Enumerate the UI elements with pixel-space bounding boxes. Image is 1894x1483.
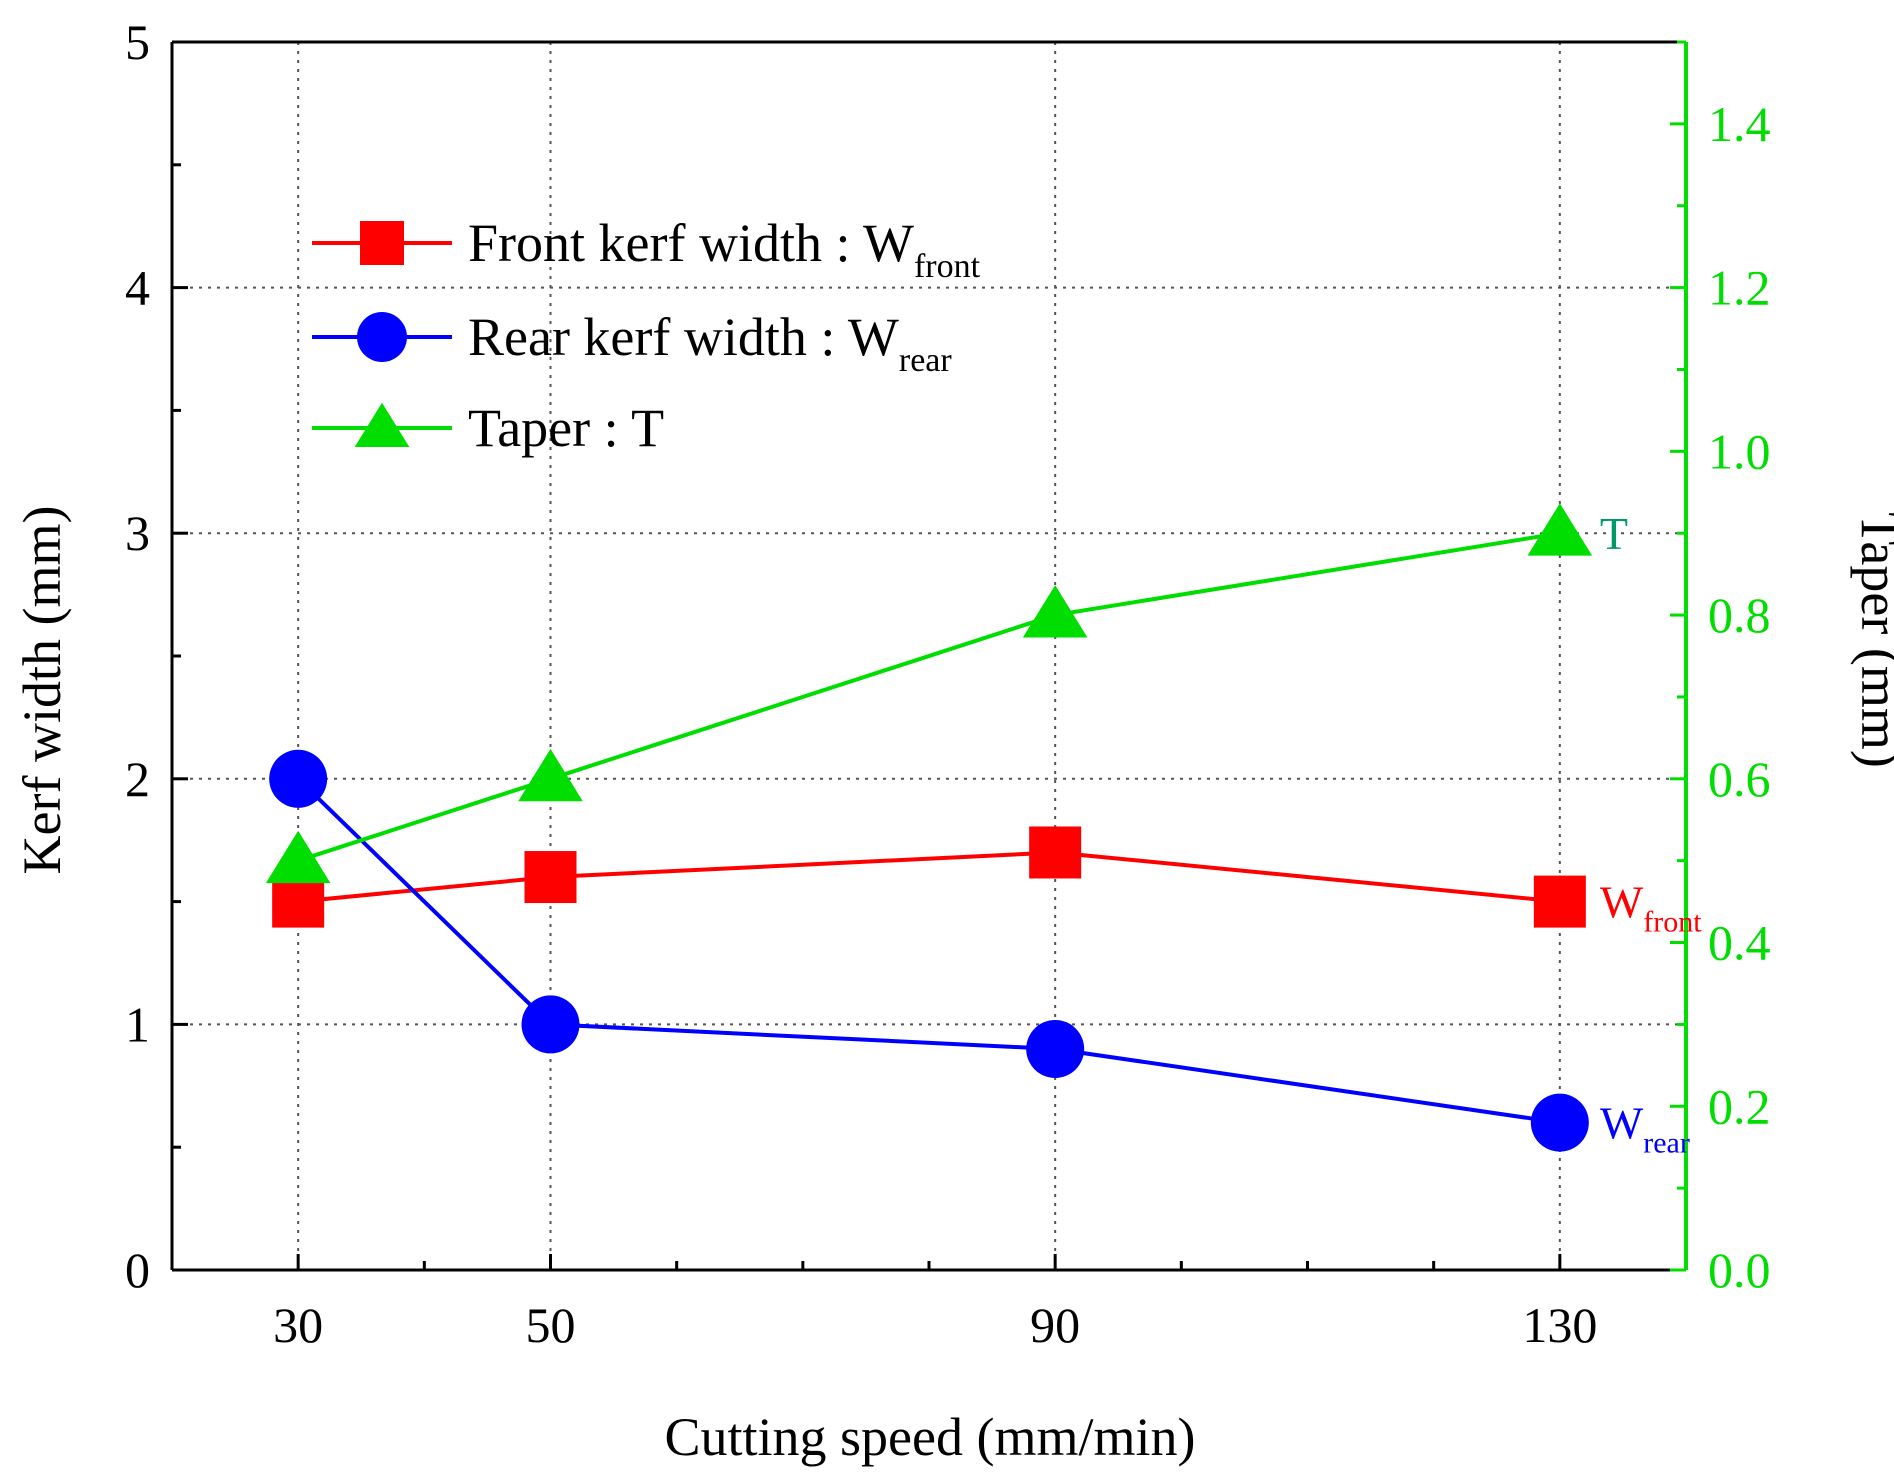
data-point-s2-2 (521, 995, 580, 1054)
series-line-1 (297, 850, 1561, 904)
data-point-s1-3 (1029, 826, 1082, 879)
series-end-label-sub-2: rear (1643, 1127, 1690, 1160)
y-left-tick-label: 4 (125, 260, 150, 316)
series-end-label-3: T (1600, 508, 1628, 559)
y-left-tick-label: 0 (125, 1242, 150, 1298)
y-axis-left-title: Kerf width (mm) (12, 506, 72, 875)
series-line-3 (297, 531, 1561, 863)
legend-label-2: Rear kerf width : Wrear (468, 307, 952, 379)
y-right-tick-label: 0.8 (1708, 587, 1771, 643)
y-right-tick-label: 1.2 (1708, 260, 1771, 316)
data-point-s3-2 (518, 748, 583, 802)
legend: Front kerf width : Wfront Rear kerf width… (312, 213, 981, 458)
legend-label-1: Front kerf width : Wfront (468, 213, 981, 285)
y-right-tick-label: 0.2 (1708, 1078, 1771, 1134)
y-left-tick-label: 2 (125, 751, 150, 807)
legend-label-sub-2: rear (899, 342, 953, 379)
data-point-s2-4 (1530, 1093, 1589, 1152)
x-tick-label: 130 (1522, 1297, 1597, 1353)
data-point-s2-1 (269, 749, 328, 808)
data-point-s3-4 (1527, 503, 1593, 556)
x-tick-label: 30 (273, 1297, 323, 1353)
ticks: 0 1 2 3 4 5 0.0 0.2 0.4 0.6 0.8 1.0 1.2 1.4 30 50 90 130 (125, 14, 1771, 1353)
y-left-tick-label: 3 (125, 505, 150, 561)
x-tick-label: 50 (526, 1297, 576, 1353)
series-end-label-sub-1: front (1643, 906, 1702, 939)
data-point-s1-1 (272, 875, 325, 928)
y-right-tick-label: 1.0 (1708, 423, 1771, 479)
grid (172, 42, 1686, 1270)
x-axis-title: Cutting speed (mm/min) (665, 1407, 1196, 1467)
y-axis-right-title: Taper (mm) (1850, 512, 1894, 768)
y-left-tick-label: 1 (125, 996, 150, 1052)
y-right-tick-label: 1.4 (1708, 96, 1771, 152)
y-left-tick-label: 5 (125, 14, 150, 70)
x-tick-label: 90 (1030, 1297, 1080, 1353)
data-point-s1-2 (524, 851, 577, 904)
data-point-s2-3 (1026, 1019, 1085, 1078)
y-right-tick-label: 0.6 (1708, 751, 1771, 807)
y-right-tick-label: 0.0 (1708, 1242, 1771, 1298)
y-right-tick-label: 0.4 (1708, 915, 1771, 971)
legend-label-sub-1: front (914, 248, 981, 285)
legend-marker-1 (360, 221, 404, 265)
data-point-s3-1 (265, 830, 331, 884)
data-point-s1-4 (1533, 875, 1586, 928)
series-line-2 (296, 777, 1561, 1125)
legend-label-3: Taper : T (468, 398, 664, 458)
legend-marker-3 (354, 402, 410, 447)
legend-marker-2 (357, 312, 407, 362)
data-point-s3-3 (1022, 585, 1088, 638)
